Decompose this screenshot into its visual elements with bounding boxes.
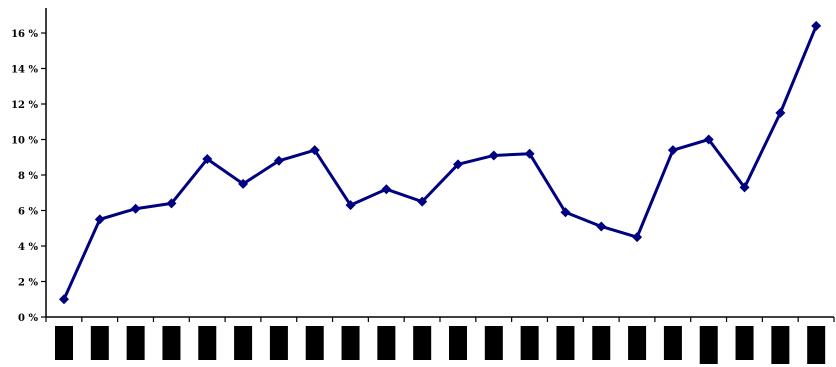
x-tick-labels (55, 326, 826, 364)
data-point-marker (130, 203, 141, 214)
data-point-marker (238, 178, 249, 189)
data-point-marker (703, 134, 714, 145)
data-point-marker (596, 221, 607, 232)
x-tick-label-redacted (162, 326, 181, 360)
x-tick-label-redacted (771, 326, 790, 364)
x-tick-label-redacted (807, 326, 826, 364)
data-point-marker (775, 107, 786, 118)
x-tick-label-redacted (126, 326, 145, 360)
data-point-marker (739, 182, 750, 193)
y-tick-label: 2 % (18, 278, 38, 289)
x-tick-label-redacted (413, 326, 432, 360)
y-tick-label: 4 % (18, 242, 38, 253)
data-point-marker (632, 232, 643, 243)
data-point-marker (345, 200, 356, 211)
x-axis (45, 316, 835, 322)
data-series (59, 20, 822, 305)
x-tick-label-redacted (699, 326, 718, 364)
data-point-marker (381, 184, 392, 195)
data-point-marker (59, 294, 69, 305)
y-tick-label: 0 % (18, 313, 38, 324)
y-tick-label: 12 % (11, 100, 38, 111)
data-point-marker (667, 145, 678, 156)
x-tick-label-redacted (269, 326, 288, 360)
x-tick-label-redacted (341, 326, 360, 360)
data-point-marker (488, 150, 499, 161)
data-point-marker (309, 145, 320, 156)
x-tick-label-redacted (198, 326, 217, 360)
data-point-marker (417, 196, 428, 207)
data-point-marker (560, 207, 571, 218)
x-tick-label-redacted (556, 326, 575, 360)
x-tick-label-redacted (90, 326, 109, 360)
y-tick-label: 14 % (11, 65, 38, 76)
data-point-marker (811, 20, 822, 31)
data-point-marker (273, 155, 284, 166)
x-tick-label-redacted (735, 326, 754, 360)
x-tick-label-redacted (449, 326, 467, 360)
data-point-marker (453, 159, 463, 170)
y-axis: 0 % 2 % 4 % 6 % 8 % 10 % 12 % 14 % 16 % (11, 8, 47, 324)
x-tick-label-redacted (234, 326, 253, 360)
y-tick-label: 10 % (11, 136, 38, 147)
y-tick-label: 16 % (11, 29, 38, 40)
x-tick-label-redacted (592, 326, 611, 360)
series-line (62, 25, 818, 300)
data-point-marker (94, 214, 105, 225)
x-tick-label-redacted (305, 326, 324, 360)
y-tick-label: 8 % (18, 171, 38, 182)
x-tick-label-redacted (377, 326, 396, 360)
x-tick-label-redacted (484, 326, 503, 360)
x-tick-label-redacted (628, 326, 647, 360)
data-point-marker (524, 148, 535, 159)
x-tick-label-redacted (55, 326, 73, 360)
data-point-marker (166, 198, 177, 209)
data-point-marker (202, 154, 213, 165)
y-tick-label: 6 % (18, 207, 38, 218)
x-tick-label-redacted (663, 326, 682, 360)
x-tick-label-redacted (520, 326, 539, 360)
